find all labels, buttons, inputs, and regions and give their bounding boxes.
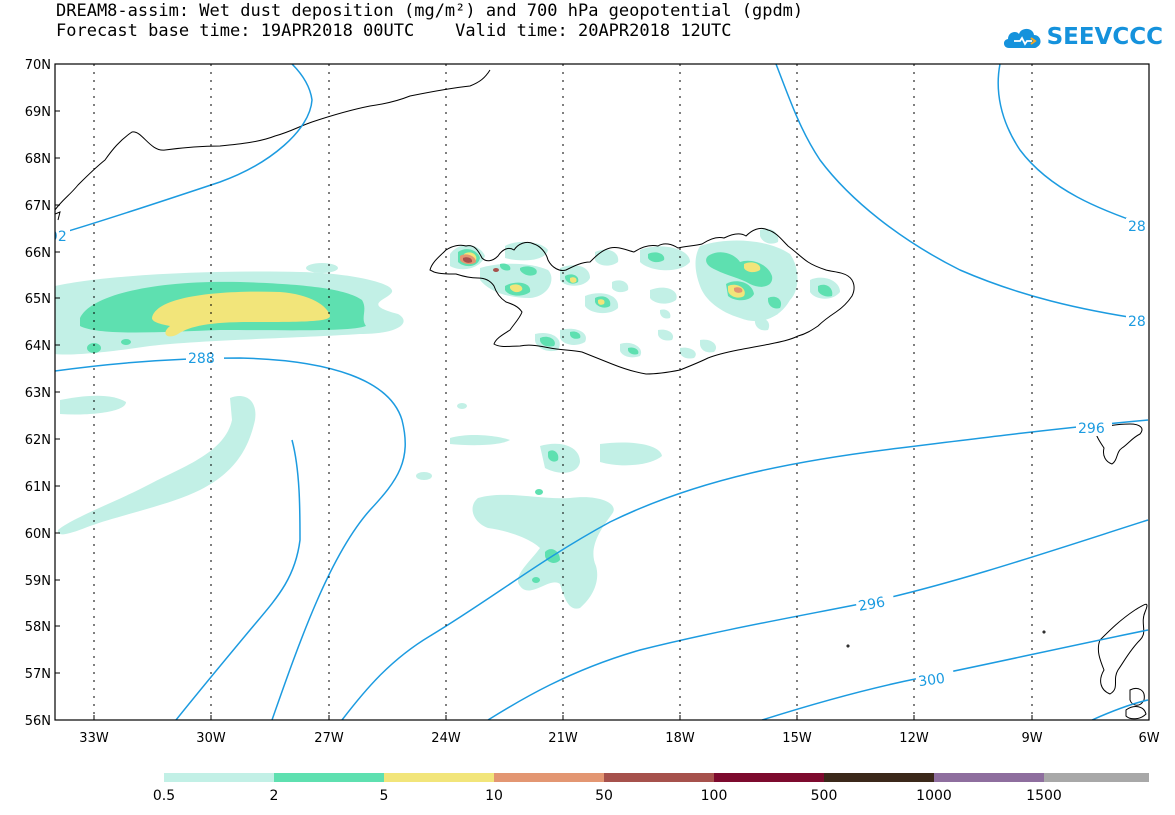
contour-label-28-a: 28 xyxy=(1128,219,1146,235)
legend-swatch xyxy=(714,773,824,782)
lat-label: 60N xyxy=(25,527,51,542)
legend-label: 1000 xyxy=(916,788,952,804)
legend-swatch xyxy=(824,773,934,782)
legend-swatch xyxy=(604,773,714,782)
legend: 0.5 2 5 10 50 100 500 1000 1500 xyxy=(153,773,1149,804)
legend-swatch xyxy=(164,773,274,782)
legend-swatch xyxy=(1044,773,1149,782)
lon-label: 33W xyxy=(79,731,109,746)
contour-label-296-east: 296 xyxy=(1078,421,1105,437)
lat-label: 67N xyxy=(25,199,51,214)
legend-label: 0.5 xyxy=(153,788,175,804)
legend-swatch xyxy=(934,773,1044,782)
contour-labels: 292 288 28 28 296 296 300 xyxy=(40,218,1149,691)
dust-field-high xyxy=(152,252,761,337)
lat-label: 62N xyxy=(25,433,51,448)
legend-label: 50 xyxy=(595,788,613,804)
logo-text: SEEVCCC xyxy=(1046,24,1163,50)
lat-label: 63N xyxy=(25,386,51,401)
legend-swatch xyxy=(384,773,494,782)
latitude-labels: 70N 69N 68N 67N 66N 65N 64N 63N 62N 61N … xyxy=(25,58,51,729)
dust-field-very-high xyxy=(460,254,743,293)
contour-label-288: 288 xyxy=(188,351,215,367)
coastline xyxy=(55,69,1148,720)
map-title: DREAM8-assim: Wet dust deposition (mg/m²… xyxy=(56,1,804,21)
lat-label: 64N xyxy=(25,339,51,354)
lat-label: 70N xyxy=(25,58,51,73)
lat-label: 65N xyxy=(25,292,51,307)
lon-label: 6W xyxy=(1138,731,1159,746)
tick-marks xyxy=(55,110,1033,720)
legend-label: 10 xyxy=(485,788,503,804)
lon-label: 24W xyxy=(431,731,461,746)
lon-label: 18W xyxy=(665,731,695,746)
legend-swatch xyxy=(494,773,604,782)
geopotential-contours xyxy=(55,64,1149,720)
legend-label: 500 xyxy=(811,788,838,804)
lat-label: 57N xyxy=(25,667,51,682)
lon-label: 15W xyxy=(782,731,812,746)
lat-label: 59N xyxy=(25,574,51,589)
contour-label-296: 296 xyxy=(857,594,886,614)
seevccc-logo: SEEVCCC xyxy=(1001,22,1163,52)
lat-label: 69N xyxy=(25,105,51,120)
lat-label: 66N xyxy=(25,246,51,261)
lon-label: 21W xyxy=(548,731,578,746)
contour-label-300: 300 xyxy=(917,671,946,691)
map-subtitle: Forecast base time: 19APR2018 00UTC Vali… xyxy=(56,21,732,41)
legend-label: 1500 xyxy=(1026,788,1062,804)
lat-label: 61N xyxy=(25,480,51,495)
lon-label: 27W xyxy=(314,731,344,746)
lat-label: 58N xyxy=(25,620,51,635)
legend-label: 5 xyxy=(380,788,389,804)
cloud-icon xyxy=(1003,28,1041,48)
lat-label: 68N xyxy=(25,152,51,167)
longitude-labels: 33W 30W 27W 24W 21W 18W 15W 12W 9W 6W xyxy=(79,731,1159,746)
lon-label: 30W xyxy=(196,731,226,746)
contour-label-28-b: 28 xyxy=(1128,314,1146,330)
legend-label: 2 xyxy=(270,788,279,804)
lon-label: 9W xyxy=(1021,731,1042,746)
graticule xyxy=(93,64,1033,720)
lon-label: 12W xyxy=(899,731,929,746)
legend-label: 100 xyxy=(701,788,728,804)
lat-label: 56N xyxy=(25,714,51,729)
contour-label-292-west: 292 xyxy=(40,229,67,245)
map-frame xyxy=(54,63,1150,721)
legend-swatch xyxy=(274,773,384,782)
